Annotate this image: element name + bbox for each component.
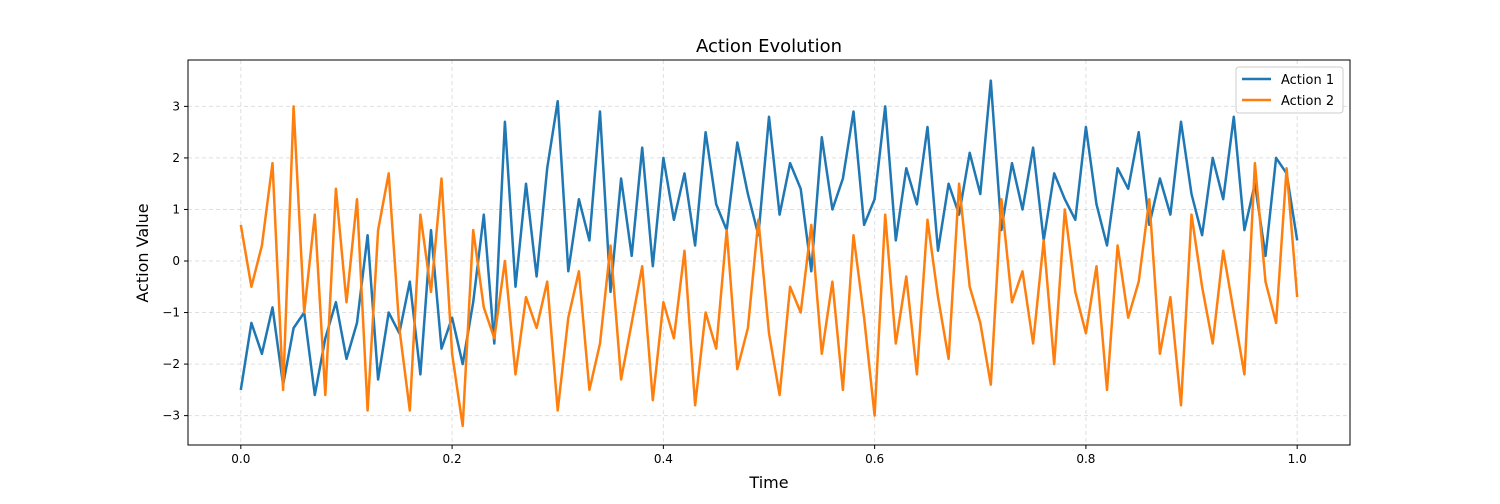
- x-axis: 0.0 0.2 0.4 0.6 0.8 1.0: [231, 445, 1307, 466]
- x-tick-label: 0.2: [443, 452, 462, 466]
- series-lines: [239, 79, 1299, 428]
- y-axis: −3 −2 −1 0 1 2 3: [162, 99, 188, 423]
- y-tick-label: 3: [172, 99, 180, 113]
- series-line-action-2: [239, 105, 1299, 428]
- y-tick-label: −2: [162, 357, 180, 371]
- y-tick-label: −3: [162, 409, 180, 423]
- y-tick-label: −1: [162, 306, 180, 320]
- legend-label-action-2: Action 2: [1281, 94, 1334, 109]
- x-axis-label: Time: [748, 473, 788, 492]
- x-tick-label: 0.8: [1076, 452, 1095, 466]
- x-tick-label: 0.4: [654, 452, 673, 466]
- grid: [188, 60, 1350, 445]
- y-axis-label: Action Value: [133, 203, 152, 302]
- series-line-action-1: [239, 79, 1299, 397]
- x-tick-label: 0.6: [865, 452, 884, 466]
- legend-label-action-1: Action 1: [1281, 73, 1334, 88]
- x-tick-label: 1.0: [1288, 452, 1307, 466]
- x-tick-label: 0.0: [231, 452, 250, 466]
- y-tick-label: 2: [172, 151, 180, 165]
- chart-title: Action Evolution: [696, 36, 842, 57]
- y-tick-label: 1: [172, 202, 180, 216]
- y-tick-label: 0: [172, 254, 180, 268]
- legend: Action 1 Action 2: [1235, 66, 1344, 114]
- plot-frame: [187, 59, 1351, 446]
